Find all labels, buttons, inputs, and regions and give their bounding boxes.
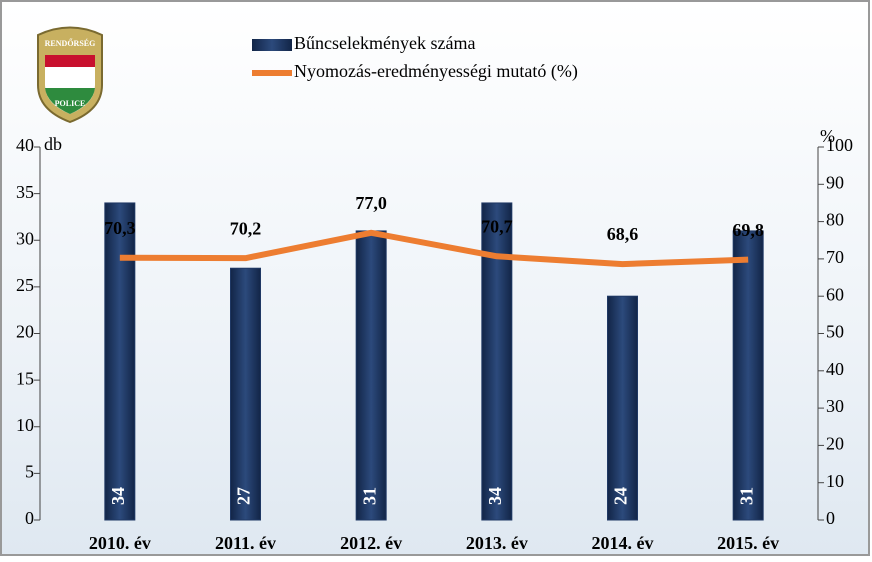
legend-label: Nyomozás-eredményességi mutató (%) — [294, 61, 578, 82]
x-tick-label: 2011. év — [215, 533, 276, 553]
bar — [481, 202, 513, 521]
line-label: 69,8 — [732, 220, 764, 240]
y-tick-label: 15 — [16, 368, 34, 388]
bar-label: 34 — [485, 487, 505, 505]
bar-label: 24 — [611, 487, 631, 505]
x-tick-label: 2013. év — [466, 533, 528, 553]
y2-tick-label: 80 — [826, 210, 844, 230]
y-tick-label: 10 — [16, 415, 34, 435]
y-tick-label: 0 — [25, 508, 34, 528]
bar-label: 31 — [736, 487, 756, 505]
y2-tick-label: 0 — [826, 508, 835, 528]
bar — [607, 295, 638, 521]
bar — [104, 202, 136, 521]
logo-top: RENDŐRSÉG — [45, 38, 96, 48]
y2-axis-label: % — [820, 126, 835, 146]
y2-tick-label: 50 — [826, 322, 844, 342]
line-label: 70,7 — [481, 216, 513, 236]
line-label: 68,6 — [607, 224, 639, 244]
bar-label: 31 — [359, 487, 379, 505]
line-label: 77,0 — [355, 193, 387, 213]
y2-tick-label: 30 — [826, 396, 844, 416]
line-label: 70,3 — [104, 218, 136, 238]
bar — [230, 267, 261, 521]
bar-label: 34 — [108, 487, 128, 505]
y-tick-label: 40 — [16, 135, 34, 155]
logo-bottom: POLICE — [55, 99, 86, 108]
y2-tick-label: 70 — [826, 247, 844, 267]
y-tick-label: 35 — [16, 182, 34, 202]
legend-swatch — [252, 39, 292, 51]
legend-label: Bűncselekmények száma — [294, 33, 475, 53]
bar — [355, 230, 387, 521]
x-tick-label: 2015. év — [717, 533, 779, 553]
y2-tick-label: 100 — [826, 135, 853, 155]
y2-tick-label: 10 — [826, 471, 844, 491]
y-tick-label: 5 — [25, 462, 34, 482]
y-axis-label: db — [44, 134, 62, 154]
y-tick-label: 30 — [16, 228, 34, 248]
y-tick-label: 25 — [16, 275, 34, 295]
logo: RENDŐRSÉG POLICE — [37, 26, 103, 124]
y2-tick-label: 90 — [826, 172, 844, 192]
line-label: 70,2 — [230, 218, 262, 238]
y2-tick-label: 40 — [826, 359, 844, 379]
x-tick-label: 2012. év — [340, 533, 402, 553]
bar — [732, 230, 764, 521]
y2-tick-label: 60 — [826, 284, 844, 304]
y2-tick-label: 20 — [826, 434, 844, 454]
bar-label: 27 — [234, 487, 254, 505]
x-tick-label: 2010. év — [89, 533, 151, 553]
line — [119, 229, 749, 268]
x-tick-label: 2014. év — [592, 533, 654, 553]
y-tick-label: 20 — [16, 322, 34, 342]
